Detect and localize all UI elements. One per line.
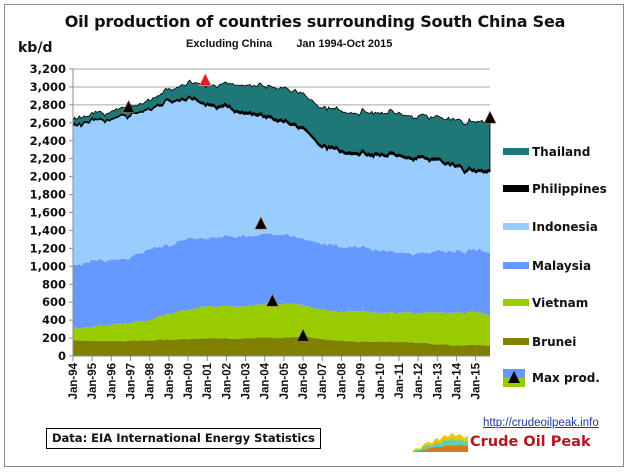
- x-tick-label: Jan-12: [413, 363, 425, 399]
- y-tick-label: 1,600: [30, 206, 66, 220]
- max-prod-marker-total: [198, 72, 212, 86]
- x-tick-label: Jan-06: [298, 363, 310, 399]
- y-tick-label: 2,800: [30, 98, 66, 112]
- x-tick-label: Jan-07: [317, 363, 329, 399]
- axes: [69, 68, 490, 361]
- x-tick-label: Jan-00: [183, 363, 195, 399]
- legend-swatch-vietnam: [503, 299, 529, 306]
- chart-title: Oil production of countries surrounding …: [64, 12, 566, 31]
- legend-swatch-philippines: [503, 185, 529, 192]
- y-tick-label: 1,200: [30, 241, 66, 255]
- crude-oil-peak-logo-icon: [412, 433, 468, 452]
- legend-label-malaysia: Malaysia: [532, 259, 591, 273]
- x-tick-label: Jan-99: [164, 363, 176, 399]
- legend-triangle-icon: [508, 371, 520, 383]
- website-link[interactable]: http://crudeoilpeak.info: [483, 417, 599, 429]
- legend-swatch-malaysia: [503, 262, 529, 269]
- area-malaysia: [73, 232, 490, 329]
- x-tick-label: Jan-98: [145, 362, 157, 399]
- y-tick-label: 2,200: [30, 152, 66, 166]
- y-tick-label: 1,400: [30, 223, 66, 237]
- y-tick-label: 1,800: [30, 188, 66, 202]
- x-tick-label: Jan-04: [260, 362, 272, 399]
- x-tick-label: Jan-08: [336, 362, 348, 399]
- x-tick-labels: Jan-94 Jan-95 Jan-96 Jan-97 Jan-98 Jan-99 Jan-…: [68, 362, 483, 399]
- x-tick-label: Jan-15: [471, 362, 483, 399]
- stacked-areas: [72, 79, 491, 356]
- x-tick-label: Jan-96: [106, 363, 118, 399]
- y-axis-unit: kb/d: [18, 40, 53, 56]
- y-tick-label: 800: [42, 277, 66, 291]
- x-tick-label: Jan-01: [202, 362, 214, 399]
- x-tick-label: Jan-03: [241, 363, 253, 399]
- legend-label-thailand: Thailand: [532, 145, 590, 159]
- y-tick-label: 200: [42, 331, 66, 345]
- x-tick-label: Jan-09: [356, 363, 368, 399]
- x-tick-label: Jan-13: [432, 363, 444, 399]
- subtitle-excluding: Excluding China: [186, 38, 273, 50]
- max-prod-marker-malaysia: [254, 216, 268, 230]
- max-prod-marker-brunei: [296, 328, 310, 342]
- x-tick-label: Jan-94: [68, 362, 80, 399]
- legend-label-philippines: Philippines: [532, 182, 607, 196]
- x-tick-label: Jan-11: [394, 362, 406, 398]
- y-tick-label: 400: [42, 313, 66, 327]
- legend-swatch-indonesia: [503, 223, 529, 230]
- legend-label-vietnam: Vietnam: [532, 296, 588, 310]
- max-prod-marker-thailand: [483, 110, 497, 124]
- y-tick-labels: 0 200 400 600 800 1,000 1,200 1,400 1,600 1,800 2,…: [30, 62, 66, 363]
- y-tick-label: 2,000: [30, 170, 66, 184]
- legend-label-indonesia: Indonesia: [532, 220, 598, 234]
- x-tick-label: Jan-10: [375, 363, 387, 399]
- legend-swatch-thailand: [503, 148, 529, 155]
- data-source-note: Data: EIA International Energy Statistic…: [46, 428, 321, 449]
- y-tick-label: 600: [42, 295, 66, 309]
- legend-label-brunei: Brunei: [532, 335, 576, 349]
- legend-label-max-prod-: Max prod.: [532, 371, 600, 385]
- x-tick-label: Jan-97: [126, 363, 138, 399]
- y-tick-label: 0: [58, 349, 66, 363]
- area-brunei: [73, 336, 490, 356]
- x-tick-label: Jan-95: [87, 362, 99, 399]
- chart-subtitle: Excluding China Jan 1994-Oct 2015: [186, 38, 392, 50]
- x-tick-label: Jan-02: [221, 363, 233, 399]
- subtitle-period: Jan 1994-Oct 2015: [296, 38, 393, 50]
- x-tick-label: Jan-05: [279, 362, 291, 399]
- max-prod-marker-vietnam: [265, 293, 279, 307]
- area-thailand: [72, 79, 491, 173]
- y-tick-label: 2,600: [30, 116, 66, 130]
- y-tick-label: 3,200: [30, 62, 66, 76]
- y-tick-label: 3,000: [30, 80, 66, 94]
- max-prod-marker-thailand: [122, 99, 136, 113]
- legend: Thailand Philippines Indonesia Malaysia Viet…: [503, 145, 607, 387]
- max-prod-markers: [122, 72, 497, 342]
- y-tick-label: 1,000: [30, 259, 66, 273]
- y-tick-label: 2,400: [30, 134, 66, 148]
- brand-name: Crude Oil Peak: [470, 434, 591, 450]
- x-tick-label: Jan-14: [451, 362, 463, 399]
- area-indonesia: [73, 97, 490, 267]
- legend-swatch-brunei: [503, 338, 529, 345]
- area-vietnam: [73, 302, 490, 346]
